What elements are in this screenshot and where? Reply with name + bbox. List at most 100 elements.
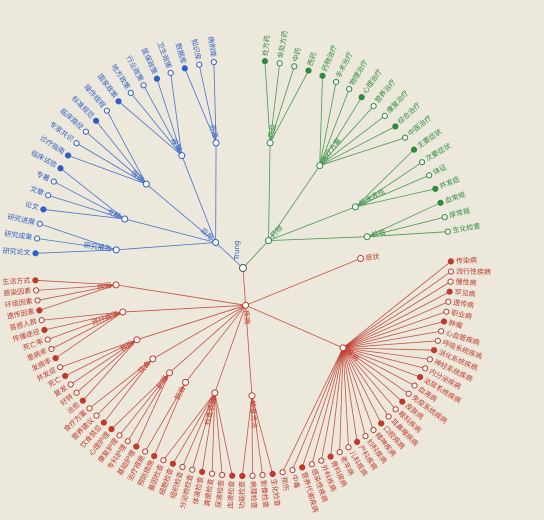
leaf-node-2-2-2[interactable] bbox=[249, 472, 256, 479]
leaf-node-2-1-22[interactable] bbox=[345, 444, 352, 451]
leaf-node-2-9-2[interactable] bbox=[33, 287, 40, 294]
leaf-node-2-1-8[interactable] bbox=[434, 337, 441, 344]
leaf-node-2-1-17[interactable] bbox=[385, 413, 392, 420]
category-node-0-4[interactable] bbox=[212, 139, 220, 147]
category-node-0-2[interactable] bbox=[142, 180, 150, 188]
leaf-node-2-3-2[interactable] bbox=[208, 470, 216, 477]
leaf-node-2-1-9[interactable] bbox=[430, 347, 438, 354]
category-node-1-2[interactable] bbox=[351, 203, 359, 211]
leaf-node-1-1-1[interactable] bbox=[332, 78, 340, 86]
category-node-2-5[interactable] bbox=[166, 369, 174, 377]
leaf-node-0-2-0[interactable] bbox=[64, 152, 72, 159]
leaf-node-0-1-1[interactable] bbox=[45, 192, 52, 199]
leaf-node-1-2-1[interactable] bbox=[418, 159, 426, 166]
leaf-node-0-0-2[interactable] bbox=[36, 220, 43, 227]
leaf-node-0-4-2[interactable] bbox=[210, 58, 217, 66]
group-node-0[interactable] bbox=[212, 238, 220, 246]
leaf-node-2-7-2[interactable] bbox=[67, 381, 74, 388]
leaf-node-0-4-0[interactable] bbox=[181, 65, 188, 72]
category-node-1-3[interactable] bbox=[363, 233, 371, 241]
leaf-node-2-6-0[interactable] bbox=[100, 419, 107, 426]
leaf-node-2-1-7[interactable] bbox=[438, 328, 445, 335]
leaf-node-2-5-3[interactable] bbox=[108, 426, 115, 433]
category-node-1-1[interactable] bbox=[316, 162, 324, 170]
leaf-node-2-1-14[interactable] bbox=[405, 390, 412, 397]
leaf-node-2-2-0[interactable] bbox=[269, 470, 276, 477]
category-node-0-1[interactable] bbox=[121, 215, 129, 223]
leaf-node-2-8-3[interactable] bbox=[41, 326, 48, 334]
group-node-2[interactable] bbox=[242, 301, 250, 309]
leaf-node-2-2-3[interactable] bbox=[239, 472, 246, 480]
leaf-node-2-1-6[interactable] bbox=[440, 318, 448, 325]
leaf-node-0-2-4[interactable] bbox=[103, 107, 111, 114]
leaf-node-1-1-6[interactable] bbox=[392, 123, 399, 130]
leaf-node-2-8-0[interactable] bbox=[52, 355, 59, 362]
category-node-0-3[interactable] bbox=[178, 152, 186, 160]
leaf-node-2-7-4[interactable] bbox=[57, 364, 64, 371]
leaf-node-1-1-4[interactable] bbox=[370, 103, 377, 110]
leaf-node-2-7-1[interactable] bbox=[73, 389, 80, 396]
leaf-node-2-1-24[interactable] bbox=[327, 453, 334, 460]
leaf-node-1-2-3[interactable] bbox=[432, 185, 439, 192]
category-node-0-0[interactable] bbox=[112, 246, 120, 254]
leaf-node-2-1-29[interactable] bbox=[279, 469, 286, 476]
leaf-node-2-1-25[interactable] bbox=[318, 457, 325, 464]
category-node-2-7[interactable] bbox=[133, 336, 141, 344]
leaf-node-2-3-0[interactable] bbox=[229, 472, 236, 479]
leaf-node-2-2-1[interactable] bbox=[259, 471, 266, 479]
leaf-node-1-1-5[interactable] bbox=[381, 112, 388, 119]
leaf-node-1-3-2[interactable] bbox=[444, 228, 451, 235]
leaf-node-2-1-4[interactable] bbox=[445, 298, 452, 305]
leaf-node-2-1-1[interactable] bbox=[447, 268, 455, 275]
leaf-node-0-3-4[interactable] bbox=[167, 69, 174, 77]
leaf-node-2-4-0[interactable] bbox=[151, 452, 158, 460]
leaf-node-0-0-1[interactable] bbox=[34, 235, 41, 242]
leaf-node-2-9-0[interactable] bbox=[36, 307, 43, 314]
leaf-node-2-1-16[interactable] bbox=[392, 406, 399, 413]
leaf-node-2-1-18[interactable] bbox=[378, 420, 385, 427]
leaf-node-2-7-3[interactable] bbox=[62, 372, 69, 380]
leaf-node-2-4-1[interactable] bbox=[142, 448, 149, 455]
leaf-node-1-1-7[interactable] bbox=[402, 134, 409, 141]
leaf-node-0-1-3[interactable] bbox=[57, 165, 64, 172]
leaf-node-2-1-28[interactable] bbox=[289, 466, 296, 474]
leaf-node-0-3-3[interactable] bbox=[153, 75, 161, 82]
leaf-node-2-3-7[interactable] bbox=[160, 457, 167, 464]
leaf-node-2-9-3[interactable] bbox=[32, 277, 39, 284]
category-node-2-3[interactable] bbox=[211, 389, 219, 397]
leaf-node-2-1-15[interactable] bbox=[399, 398, 406, 405]
category-node-2-6[interactable] bbox=[149, 355, 157, 363]
leaf-node-0-1-0[interactable] bbox=[40, 206, 47, 213]
category-node-2-0[interactable] bbox=[357, 255, 365, 263]
leaf-node-0-0-0[interactable] bbox=[32, 250, 39, 257]
group-node-1[interactable] bbox=[265, 237, 273, 245]
leaf-node-2-1-20[interactable] bbox=[362, 433, 369, 440]
category-node-2-1[interactable] bbox=[339, 344, 347, 352]
leaf-node-2-1-2[interactable] bbox=[447, 278, 454, 285]
leaf-node-2-3-3[interactable] bbox=[199, 468, 206, 476]
leaf-node-2-3-6[interactable] bbox=[169, 460, 176, 467]
leaf-node-1-0-3[interactable] bbox=[305, 67, 312, 74]
leaf-node-1-3-1[interactable] bbox=[441, 214, 448, 221]
leaf-node-2-8-4[interactable] bbox=[38, 317, 45, 324]
leaf-node-2-8-1[interactable] bbox=[48, 345, 55, 353]
leaf-node-2-1-23[interactable] bbox=[336, 449, 343, 456]
leaf-node-2-5-0[interactable] bbox=[133, 443, 140, 450]
category-node-2-8[interactable] bbox=[119, 308, 127, 316]
leaf-node-1-1-0[interactable] bbox=[319, 72, 326, 79]
leaf-node-1-3-0[interactable] bbox=[437, 199, 444, 206]
leaf-node-2-6-2[interactable] bbox=[86, 405, 93, 412]
leaf-node-2-8-2[interactable] bbox=[44, 336, 51, 343]
root-node[interactable] bbox=[239, 264, 247, 272]
leaf-node-2-1-13[interactable] bbox=[411, 382, 418, 389]
leaf-node-2-5-1[interactable] bbox=[124, 438, 131, 445]
leaf-node-1-1-3[interactable] bbox=[358, 94, 365, 101]
category-node-2-9[interactable] bbox=[112, 281, 120, 289]
category-node-2-2[interactable] bbox=[248, 392, 256, 400]
leaf-node-2-1-19[interactable] bbox=[370, 426, 377, 434]
leaf-node-2-9-1[interactable] bbox=[34, 297, 41, 304]
leaf-node-0-1-2[interactable] bbox=[50, 178, 57, 185]
leaf-node-0-3-0[interactable] bbox=[115, 98, 122, 105]
category-node-2-4[interactable] bbox=[182, 378, 190, 386]
leaf-node-2-1-27[interactable] bbox=[299, 464, 306, 471]
